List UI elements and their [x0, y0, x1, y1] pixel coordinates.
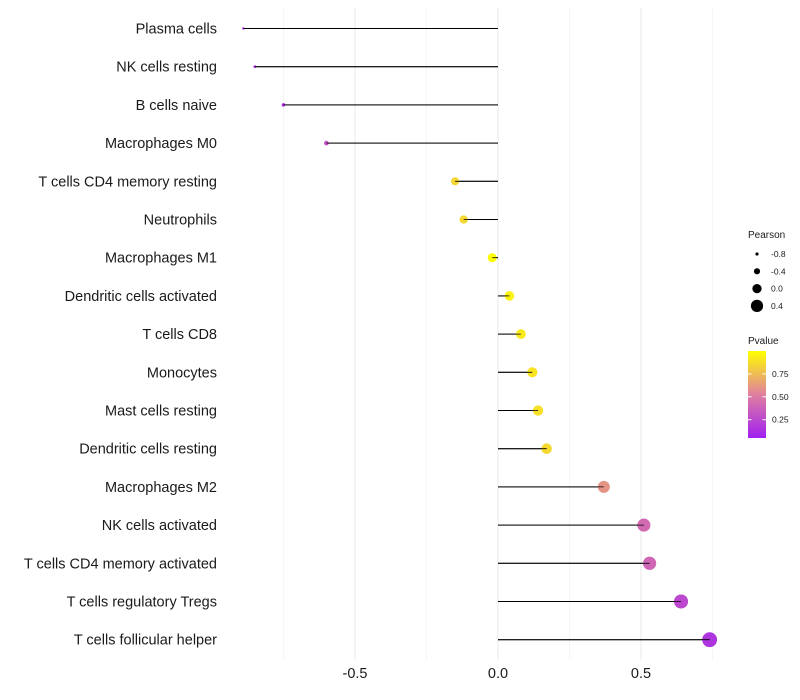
category-label: B cells naive [136, 98, 217, 114]
size-legend-key [755, 252, 759, 256]
category-label: NK cells activated [102, 518, 217, 534]
category-label: Neutrophils [144, 213, 217, 229]
category-label: Plasma cells [136, 22, 217, 38]
size-legend-title: Pearson [748, 230, 785, 241]
size-legend-label: -0.4 [771, 266, 786, 276]
size-legend-label: -0.8 [771, 249, 786, 259]
size-legend-key [750, 299, 764, 313]
color-legend-label: 0.75 [772, 369, 789, 379]
size-legend-label: 0.0 [771, 284, 783, 294]
category-label: Dendritic cells resting [79, 442, 217, 458]
category-labels: Plasma cells NK cells resting B cells naiv… [24, 22, 217, 649]
category-label: Monocytes [147, 365, 217, 381]
category-label: Dendritic cells activated [65, 289, 217, 305]
category-label: Macrophages M0 [105, 136, 217, 152]
category-label: Mast cells resting [105, 404, 217, 420]
point-layer [242, 27, 718, 648]
category-label: T cells regulatory Tregs [67, 595, 217, 611]
x-axis-ticks: -0.5 0.0 0.5 [343, 666, 652, 682]
lollipop-point [242, 27, 245, 30]
category-label: T cells CD4 memory activated [24, 556, 217, 572]
category-label: T cells follicular helper [74, 633, 217, 649]
category-label: NK cells resting [116, 60, 217, 76]
category-label: Macrophages M2 [105, 480, 217, 496]
lollipop-point [487, 253, 497, 263]
legend: Pearson -0.8 -0.4 0.0 0.4 Pvalue 0.25 0.50 0.75 [748, 230, 789, 438]
category-label: T cells CD8 [142, 327, 217, 343]
color-legend-title: Pvalue [748, 336, 779, 347]
size-legend-label: 0.4 [771, 301, 783, 311]
color-legend-label: 0.50 [772, 392, 789, 402]
size-legend-key [752, 283, 762, 294]
size-legend-key [753, 268, 761, 275]
x-tick-label: 0.5 [631, 666, 651, 682]
category-label: T cells CD4 memory resting [38, 174, 217, 190]
color-legend-label: 0.25 [772, 415, 789, 425]
x-tick-label: -0.5 [343, 666, 368, 682]
x-tick-label: 0.0 [488, 666, 508, 682]
segment-layer [243, 28, 710, 641]
color-legend-bar [748, 351, 766, 438]
category-label: Macrophages M1 [105, 251, 217, 267]
